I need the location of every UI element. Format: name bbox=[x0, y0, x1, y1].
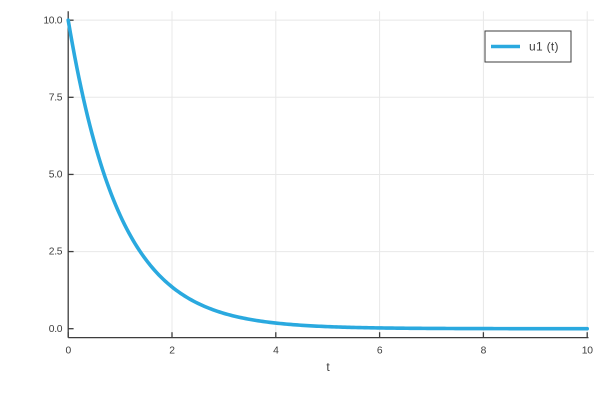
svg-text:10: 10 bbox=[582, 346, 593, 357]
svg-text:5.0: 5.0 bbox=[49, 170, 63, 181]
svg-text:2: 2 bbox=[169, 346, 175, 357]
svg-text:u1 (t): u1 (t) bbox=[529, 40, 559, 54]
svg-text:10.0: 10.0 bbox=[43, 15, 62, 26]
svg-text:0.0: 0.0 bbox=[49, 324, 63, 335]
svg-text:7.5: 7.5 bbox=[49, 92, 63, 103]
svg-text:2.5: 2.5 bbox=[49, 247, 63, 258]
svg-text:0: 0 bbox=[65, 346, 71, 357]
svg-text:8: 8 bbox=[481, 346, 487, 357]
svg-text:4: 4 bbox=[273, 346, 279, 357]
svg-text:6: 6 bbox=[377, 346, 383, 357]
